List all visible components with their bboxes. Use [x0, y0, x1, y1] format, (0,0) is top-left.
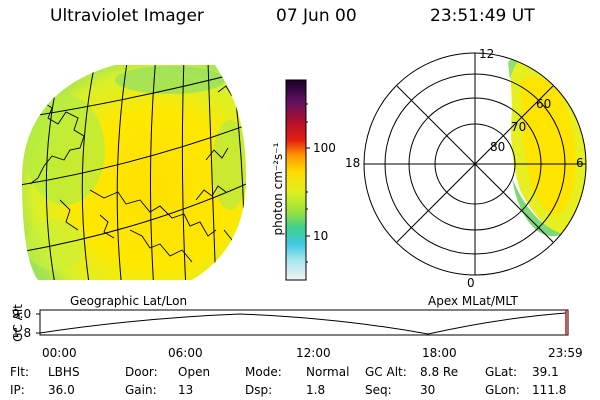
mlt-label-12: 12: [479, 47, 495, 61]
mlat-label-80: 80: [490, 140, 506, 154]
altitude-xtick-2: 12:00: [296, 346, 331, 360]
header-date: 07 Jun 00: [276, 6, 357, 26]
info-value-ip: 36.0: [48, 383, 75, 397]
altitude-xtick-4: 23:59: [548, 346, 583, 360]
info-value-seq: 30: [420, 383, 436, 397]
mlt-label-6: 6: [576, 156, 584, 170]
info-value-glat: 39.1: [532, 365, 559, 379]
info-label-seq: Seq:: [365, 383, 392, 397]
info-label-glon: GLon:: [485, 383, 520, 397]
altitude-xtick-0: 00:00: [42, 346, 77, 360]
info-value-door: Open: [178, 365, 211, 379]
info-value-gain: 13: [178, 383, 194, 397]
info-value-gcalt: 8.8 Re: [420, 365, 459, 379]
geographic-globe: [22, 65, 246, 280]
instrument-title: Ultraviolet Imager: [50, 6, 204, 26]
altitude-ytick-high: 9.0: [12, 307, 32, 321]
info-label-gcalt: GC Alt:: [365, 365, 407, 379]
altitude-xtick-3: 18:00: [422, 346, 457, 360]
altitude-xtick-1: 06:00: [168, 346, 203, 360]
mlat-label-60: 60: [536, 97, 552, 111]
altitude-ytick-low: 1.8: [12, 326, 32, 340]
info-label-glat: GLat:: [485, 365, 518, 379]
left-panel-caption: Geographic Lat/Lon: [70, 294, 188, 308]
info-value-mode: Normal: [306, 365, 350, 379]
mlt-label-0: 0: [467, 276, 475, 290]
colorbar-tick-100: 100: [313, 141, 336, 155]
colorbar-tick-10: 10: [313, 229, 329, 243]
info-label-gain: Gain:: [125, 383, 157, 397]
info-label-dsp: Dsp:: [245, 383, 273, 397]
info-value-glon: 111.8: [532, 383, 567, 397]
colorbar: [285, 79, 310, 281]
right-panel-caption: Apex MLat/MLT: [428, 294, 518, 308]
info-label-flt: Flt:: [10, 365, 29, 379]
info-label-ip: IP:: [10, 383, 25, 397]
colorbar-unit-label: photon cm⁻²s⁻¹: [271, 142, 285, 236]
mlt-label-18: 18: [345, 156, 361, 170]
mlat-label-70: 70: [511, 120, 527, 134]
info-label-mode: Mode:: [245, 365, 282, 379]
info-value-dsp: 1.8: [306, 383, 326, 397]
polar-plot: [363, 52, 587, 276]
info-value-flt: LBHS: [48, 365, 80, 379]
altitude-plot: [36, 309, 569, 336]
header-time: 23:51:49 UT: [430, 6, 535, 26]
info-label-door: Door:: [125, 365, 158, 379]
